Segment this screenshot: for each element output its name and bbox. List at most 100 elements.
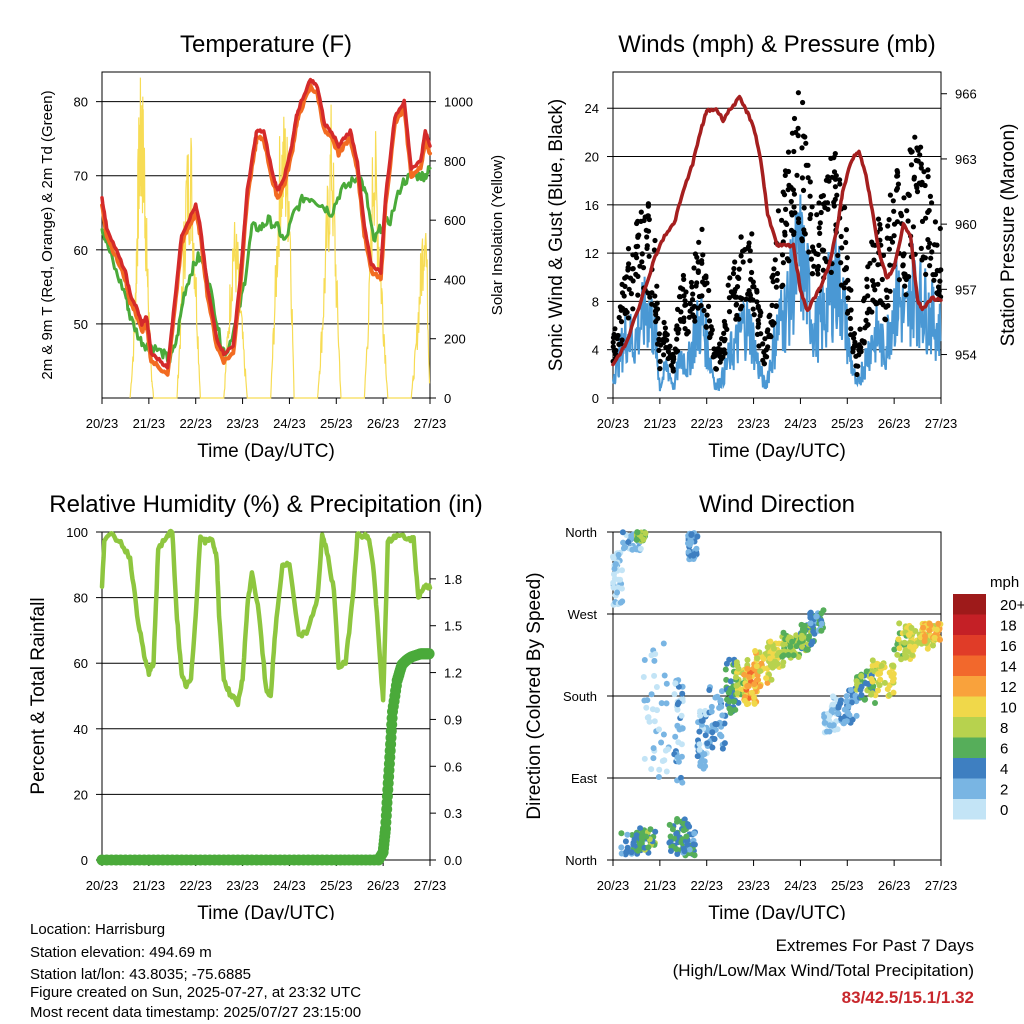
chart-title: Temperature (F) [180,31,352,58]
gust-point [807,215,813,222]
gust-point [928,255,934,261]
direction-point [858,692,865,698]
gust-point [685,329,691,335]
gust-point [820,267,826,273]
direction-point [763,675,770,682]
direction-point [679,690,686,697]
direction-point [863,668,870,675]
gust-point [857,326,863,332]
direction-point [641,697,648,704]
y2-tick-label: 1.8 [444,572,462,587]
direction-point [674,706,681,713]
gust-point [910,224,917,230]
gust-point [725,282,731,288]
gust-point [703,324,709,330]
gust-point [790,187,797,193]
direction-point [663,680,670,687]
direction-point [651,718,658,725]
gust-point [640,265,647,271]
gust-point [694,280,700,286]
gust-point [681,276,687,282]
gust-point [698,303,704,309]
direction-point [656,726,662,733]
x-tick-label: 22/23 [179,416,212,431]
gust-point [826,178,832,184]
gust-point [792,210,798,216]
gust-point [714,347,721,354]
direction-point [617,599,624,606]
direction-point [896,645,903,652]
gust-point [848,326,854,332]
gust-point [879,276,885,283]
direction-point [767,638,774,645]
direction-point [891,646,898,653]
gust-point [734,284,741,290]
gust-point [618,307,624,313]
direction-point [779,653,786,660]
direction-point [686,846,693,853]
gust-point [843,227,850,233]
gust-point [751,312,757,318]
direction-point [758,660,765,667]
direction-point [741,697,748,704]
direction-point [843,693,850,700]
gust-point [699,293,705,299]
gust-point [656,331,663,337]
direction-point [818,627,825,634]
gust-point [824,200,831,206]
x-tick-label: 22/23 [179,878,212,893]
direction-point [890,689,897,696]
gust-point [834,192,840,198]
gust-point [934,290,940,296]
x-tick-label: 26/23 [878,878,911,893]
x-tick-label: 26/23 [367,878,400,893]
direction-point [691,852,698,859]
gust-point [654,300,660,306]
y2-tick-label: 0.9 [444,712,462,727]
direction-point [683,833,690,840]
gust-point [821,201,827,207]
direction-point [875,671,882,677]
gust-point [903,292,909,298]
direction-point [633,536,640,543]
x-tick-label: 25/23 [831,416,864,431]
direction-point [908,624,915,631]
direction-point [921,633,928,639]
gust-point [937,225,943,232]
x-tick-label: 27/23 [925,416,958,431]
gust-point [801,205,807,211]
gust-point [670,359,676,365]
gust-point [683,302,689,308]
gust-point [704,312,710,318]
y-axis-label: 2m & 9m T (Red, Orange) & 2m Td (Green) [39,90,56,379]
legend-swatch [953,635,986,656]
gust-point [633,271,639,277]
y-axis-label: Sonic Wind & Gust (Blue, Black) [546,99,567,371]
direction-point [771,645,777,652]
gust-point [691,314,698,320]
gust-point [675,306,681,312]
gust-point [682,298,688,304]
direction-point [633,832,640,839]
direction-point [895,636,902,643]
gust-point [864,276,870,282]
direction-point [744,657,751,663]
direction-point [751,700,758,706]
direction-point [830,701,837,708]
direction-point [618,850,625,857]
x-tick-label: 27/23 [414,416,447,431]
gust-point [664,332,670,338]
direction-point [631,545,638,552]
chart-title: Relative Humidity (%) & Precipitation (i… [49,491,482,518]
direction-point [674,754,681,761]
gust-point [800,187,807,193]
direction-point [640,536,647,543]
gust-point [898,210,904,216]
gust-point [623,274,630,280]
direction-point [830,693,836,700]
direction-point [824,728,830,735]
gust-point [780,282,786,288]
direction-point [843,698,850,705]
direction-point [741,671,748,678]
gust-point [750,284,756,290]
